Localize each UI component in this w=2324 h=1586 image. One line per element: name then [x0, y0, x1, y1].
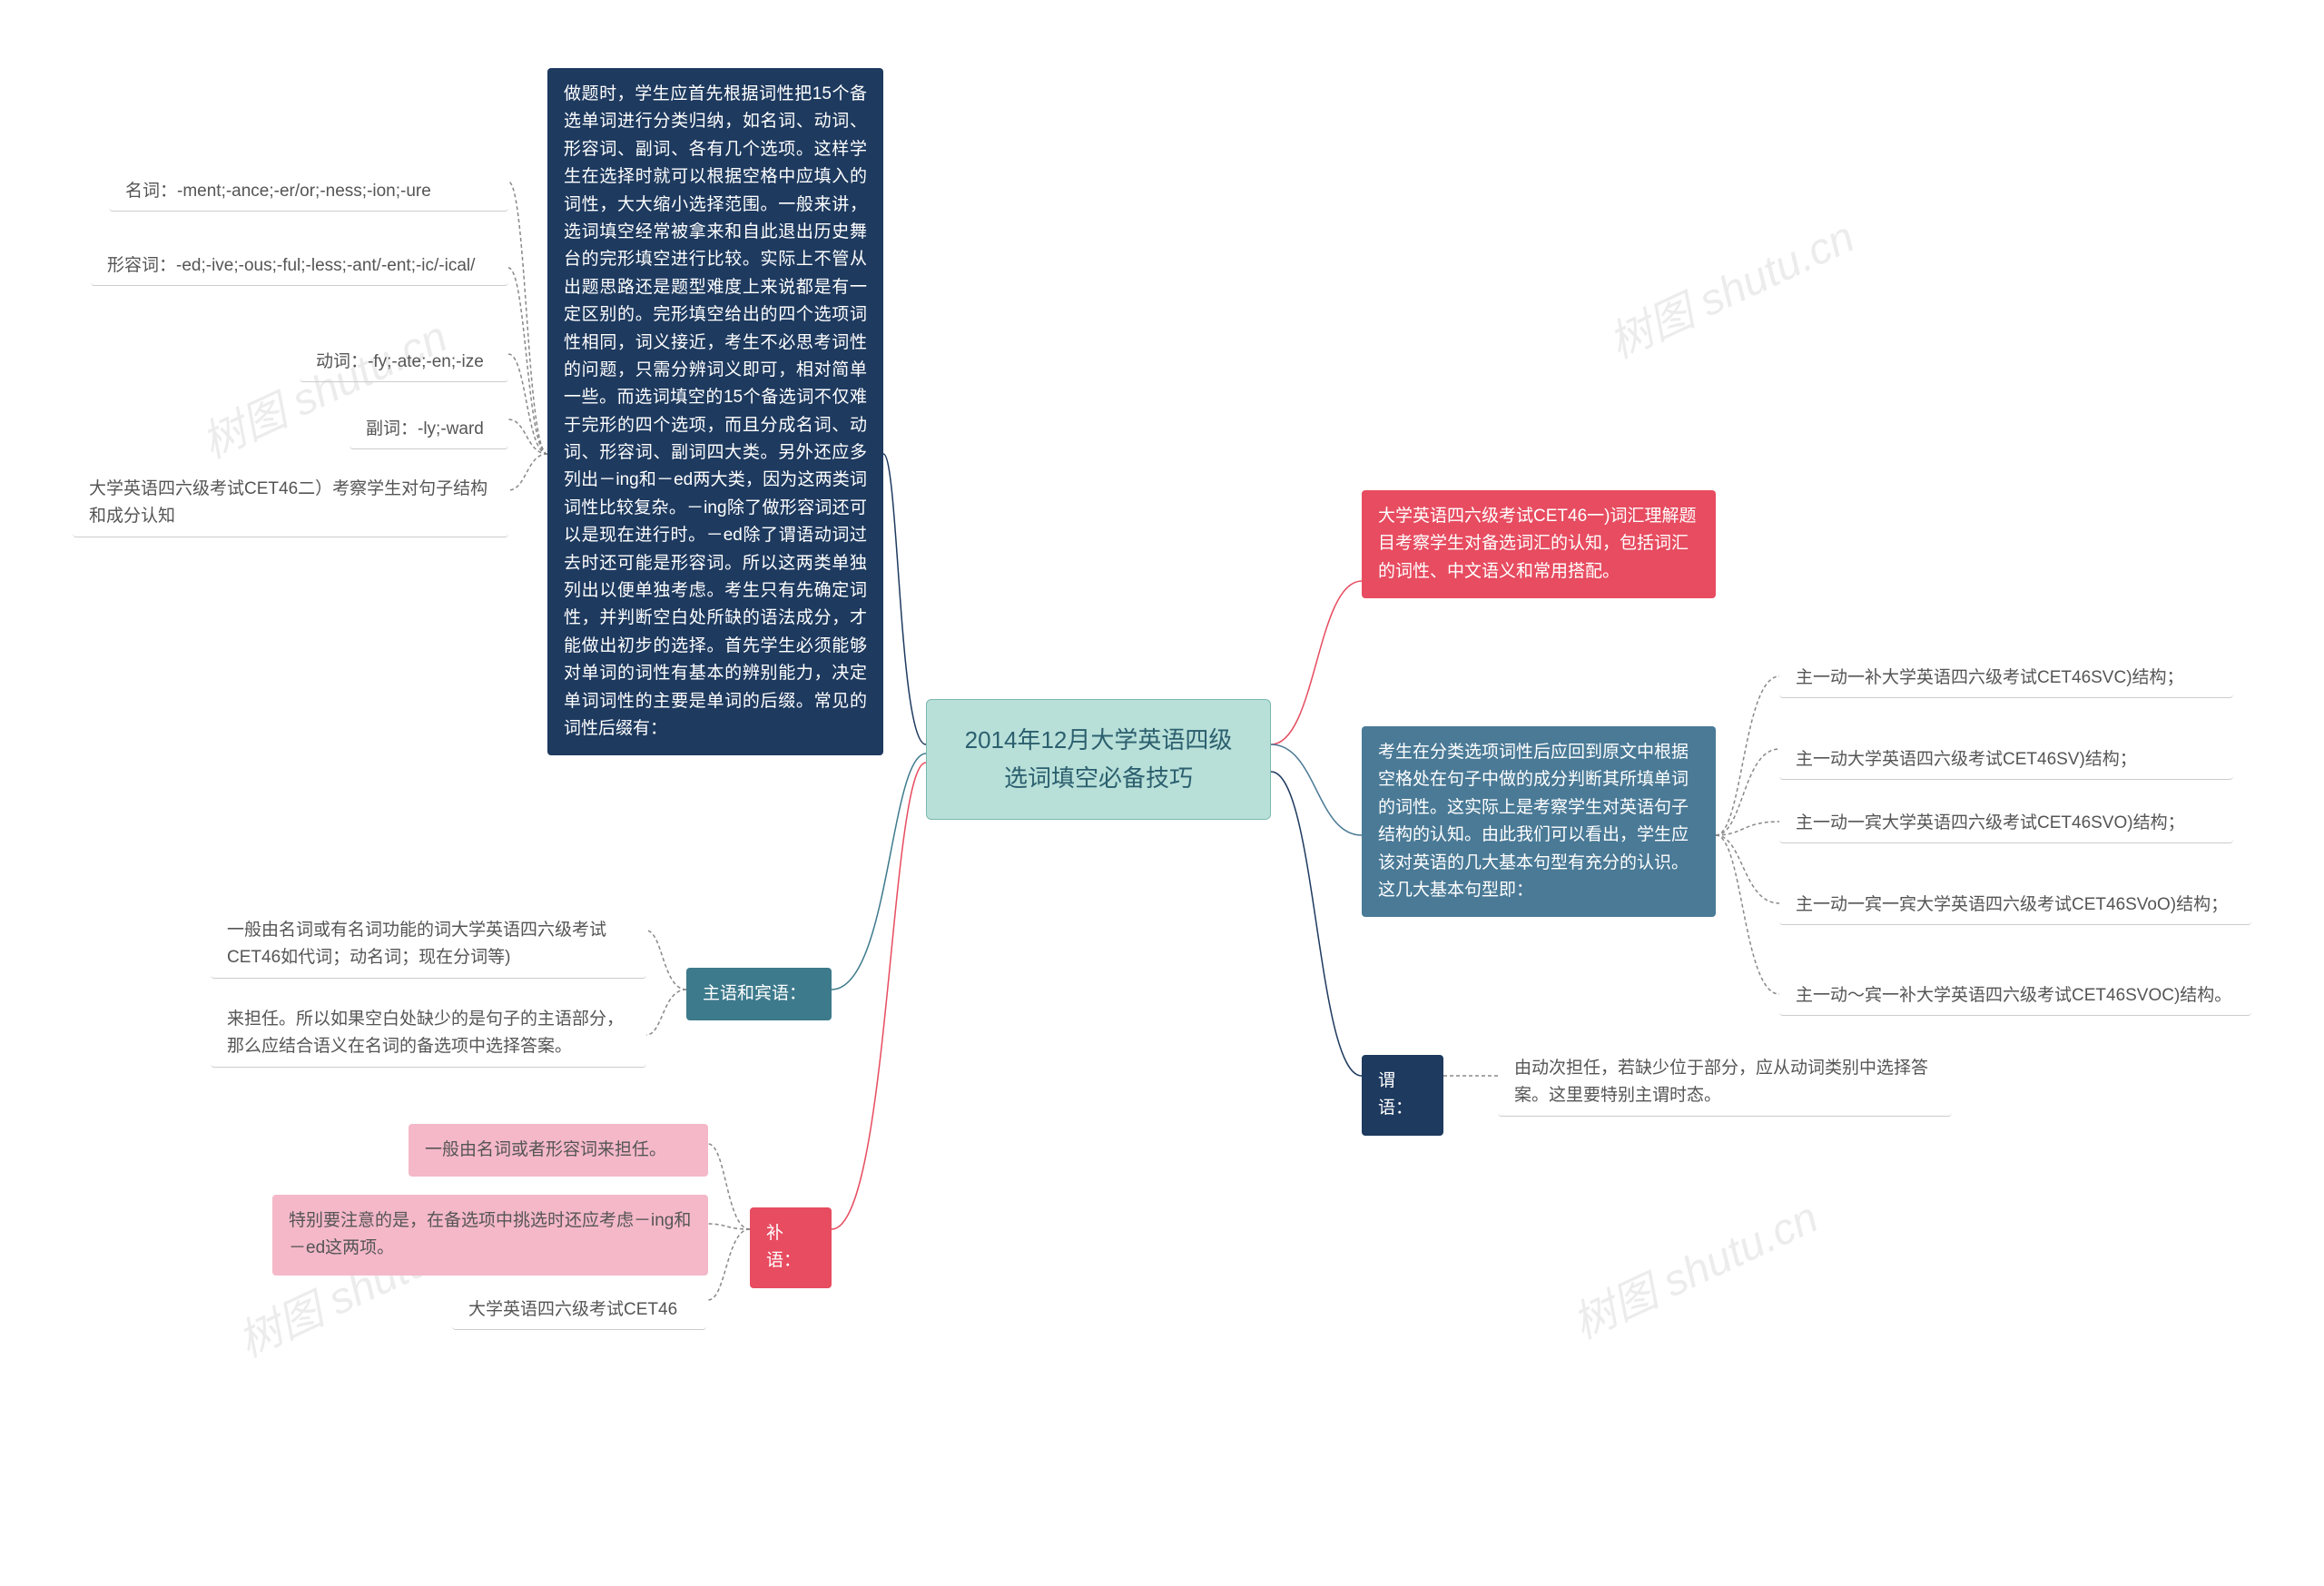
subject-label[interactable]: 主语和宾语：	[686, 968, 832, 1020]
complement-leaf-1[interactable]: 特别要注意的是，在备选项中挑选时还应考虑－ing和－ed这两项。	[272, 1195, 708, 1276]
complement-leaf-2[interactable]: 大学英语四六级考试CET46	[452, 1284, 706, 1330]
right-leaf-1[interactable]: 主一动大学英语四六级考试CET46SV)结构；	[1779, 734, 2233, 780]
suffix-leaf-4[interactable]: 大学英语四六级考试CET46二）考察学生对句子结构和成分认知	[73, 463, 508, 537]
watermark-4: 树图 shutu.cn	[1561, 1182, 1827, 1351]
right-leaf-4[interactable]: 主一动～宾一补大学英语四六级考试CET46SVOC)结构。	[1779, 970, 2251, 1016]
watermark-2: 树图 shutu.cn	[1597, 202, 1863, 370]
suffix-leaf-2[interactable]: 动词：-fy;-ate;-en;-ize	[300, 336, 508, 382]
suffix-leaf-0[interactable]: 名词：-ment;-ance;-er/or;-ness;-ion;-ure	[109, 165, 508, 212]
right-leaf-0[interactable]: 主一动一补大学英语四六级考试CET46SVC)结构；	[1779, 652, 2233, 698]
predicate-label[interactable]: 谓语：	[1362, 1055, 1443, 1136]
right-leaf-2[interactable]: 主一动一宾大学英语四六级考试CET46SVO)结构；	[1779, 797, 2233, 843]
subject-leaf-1[interactable]: 来担任。所以如果空白处缺少的是句子的主语部分，那么应结合语义在名词的备选项中选择…	[211, 993, 646, 1068]
suffix-leaf-1[interactable]: 形容词：-ed;-ive;-ous;-ful;-less;-ant/-ent;-…	[91, 240, 508, 286]
right-leaf-3[interactable]: 主一动一宾一宾大学英语四六级考试CET46SVoO)结构；	[1779, 879, 2251, 925]
center-line-1: 2014年12月大学英语四级	[956, 722, 1241, 760]
subject-leaf-0[interactable]: 一般由名词或有名词功能的词大学英语四六级考试CET46如代词；动名词；现在分词等…	[211, 904, 646, 979]
center-node[interactable]: 2014年12月大学英语四级 选词填空必备技巧	[926, 699, 1271, 820]
complement-label[interactable]: 补语：	[750, 1207, 832, 1288]
complement-leaf-0[interactable]: 一般由名词或者形容词来担任。	[409, 1124, 708, 1177]
predicate-leaf[interactable]: 由动次担任，若缺少位于部分，应从动词类别中选择答案。这里要特别主谓时态。	[1498, 1042, 1952, 1117]
left-bigblock[interactable]: 做题时，学生应首先根据词性把15个备选单词进行分类归纳，如名词、动词、形容词、副…	[547, 68, 883, 755]
right-blue-node[interactable]: 考生在分类选项词性后应回到原文中根据空格处在句子中做的成分判断其所填单词的词性。…	[1362, 726, 1716, 917]
center-line-2: 选词填空必备技巧	[956, 760, 1241, 798]
right-red-node[interactable]: 大学英语四六级考试CET46一)词汇理解题目考察学生对备选词汇的认知，包括词汇的…	[1362, 490, 1716, 598]
suffix-leaf-3[interactable]: 副词：-ly;-ward	[350, 403, 508, 449]
